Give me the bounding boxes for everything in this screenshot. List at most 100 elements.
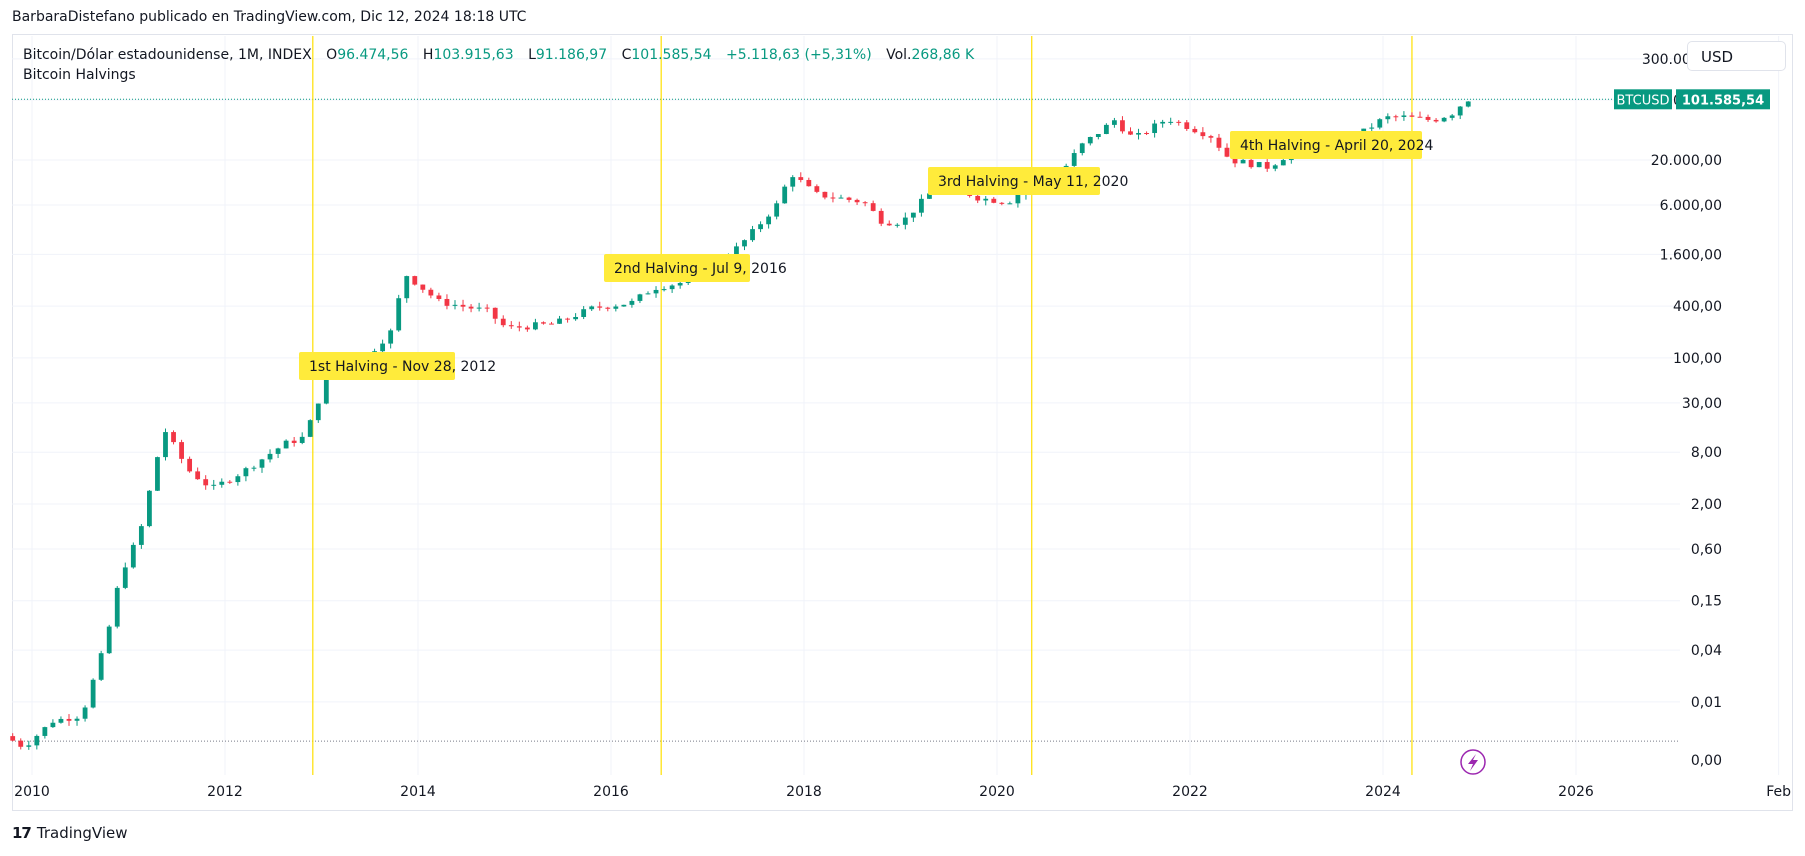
candle-body: [597, 306, 603, 308]
halving-label: 1st Halving - Nov 28, 2012: [309, 359, 496, 375]
candle-body: [323, 376, 329, 404]
candle-body: [1425, 116, 1431, 120]
y-axis-label: 1.600,00: [1660, 247, 1722, 263]
candle-body: [1417, 116, 1423, 118]
candle-body: [106, 626, 112, 654]
candle-body: [983, 198, 989, 201]
close-label: C: [621, 47, 632, 63]
candle-body: [822, 191, 828, 198]
candle-body: [500, 318, 506, 326]
high-value: 103.915,63: [433, 47, 514, 63]
candle-body: [404, 276, 410, 299]
tradingview-logo-icon[interactable]: 17: [12, 824, 32, 842]
halving-label-box: [928, 167, 1100, 195]
candle-body: [444, 298, 450, 306]
high-label: H: [422, 47, 434, 63]
y-axis-label: 0,00: [1691, 753, 1722, 769]
currency-button[interactable]: USD: [1687, 41, 1786, 71]
x-axis-label: 2018: [786, 784, 822, 800]
open-label: O: [326, 47, 338, 63]
y-axis-label: 100,00: [1673, 351, 1722, 367]
last-price-tag-bg: [1676, 89, 1770, 110]
candle-body: [307, 420, 313, 437]
x-axis-label: 2016: [593, 784, 629, 800]
symbol-tag-bg: [1614, 89, 1672, 110]
candle-body: [621, 304, 627, 307]
candle-body: [468, 306, 474, 309]
candle-body: [1232, 156, 1238, 164]
candle-body: [420, 284, 426, 290]
candle-body: [259, 459, 265, 468]
candle-body: [629, 300, 635, 305]
candle-body: [645, 293, 651, 295]
candle-body: [396, 298, 402, 331]
candle-body: [1168, 121, 1174, 123]
candle-body: [806, 179, 812, 187]
y-axis-label: 6.000,00: [1660, 198, 1722, 214]
candle-body: [299, 436, 305, 443]
y-axis-label: 0,60: [1691, 542, 1722, 558]
candle-body: [82, 707, 88, 719]
x-axis-label: 2024: [1365, 784, 1401, 800]
candle-body: [1272, 165, 1278, 169]
candle-body: [1240, 159, 1246, 164]
candle-body: [653, 289, 659, 294]
indicator-name[interactable]: Bitcoin Halvings: [23, 67, 136, 83]
candle-body: [130, 544, 136, 568]
candle-body: [1248, 159, 1254, 168]
candle-body: [211, 484, 217, 486]
candle-body: [830, 197, 836, 199]
candle-body: [1160, 121, 1166, 124]
symbol-description: Bitcoin/Dólar estadounidense, 1M, INDEX: [23, 47, 312, 63]
candle-body: [1433, 119, 1439, 122]
open-value: 96.474,56: [337, 47, 409, 63]
y-axis-label: 0,01: [1691, 695, 1722, 711]
lightning-bolt: [1468, 754, 1478, 771]
candle-body: [878, 210, 884, 224]
candle-body: [565, 318, 570, 320]
candle-body: [203, 479, 209, 486]
x-axis-label: Feb: [1766, 784, 1791, 800]
chart-frame: [12, 34, 1793, 811]
candle-body: [1015, 194, 1021, 204]
candle-body: [1087, 136, 1093, 144]
candle-body: [1176, 121, 1182, 123]
candle-body: [669, 285, 675, 290]
halving-label-box: [604, 254, 750, 282]
candle-body: [388, 330, 394, 344]
candle-body: [50, 722, 56, 728]
low-label: L: [528, 47, 536, 63]
candle-body: [291, 440, 297, 443]
candle-body: [1264, 162, 1270, 169]
candle-body: [10, 736, 16, 741]
candle-body: [516, 326, 522, 328]
candle-body: [227, 481, 233, 483]
candle-body: [1401, 115, 1407, 117]
candle-body: [1128, 131, 1133, 135]
x-axis-label: 2020: [979, 784, 1015, 800]
candle-body: [1377, 119, 1383, 128]
candle-body: [894, 224, 900, 226]
candle-body: [460, 304, 466, 307]
candle-body: [854, 199, 860, 203]
candle-body: [870, 203, 876, 211]
candle-body: [549, 323, 554, 325]
candle-body: [66, 718, 72, 721]
candle-body: [219, 481, 225, 485]
candle-body: [589, 306, 595, 310]
candle-body: [581, 309, 587, 317]
halving-label: 4th Halving - April 20, 2024: [1240, 138, 1433, 154]
candle-body: [677, 283, 683, 286]
volume-value: 268,86 K: [911, 47, 975, 63]
halving-label: 3rd Halving - May 11, 2020: [938, 174, 1128, 190]
symbol-tag: BTCUSD: [1617, 93, 1670, 108]
chart-legend: Bitcoin/Dólar estadounidense, 1M, INDEX …: [23, 45, 974, 85]
candle-body: [999, 202, 1005, 204]
y-axis-label: 0,04: [1691, 643, 1722, 659]
candle-body: [1256, 162, 1262, 168]
candle-body: [283, 440, 289, 449]
lightning-icon[interactable]: [1460, 749, 1486, 775]
last-price-tag: 101.585,54: [1682, 93, 1764, 108]
candle-body: [155, 457, 160, 491]
